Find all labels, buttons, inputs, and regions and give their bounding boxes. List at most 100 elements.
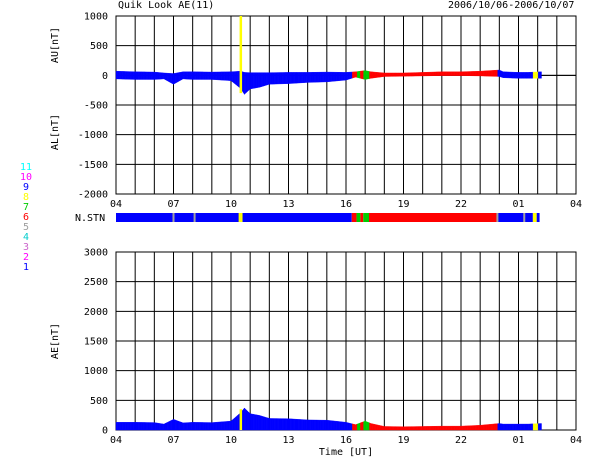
ae-area	[229, 420, 232, 431]
au-al-band	[328, 71, 331, 82]
ae-area	[344, 421, 347, 431]
au-al-band	[510, 71, 513, 79]
au-al-band	[393, 72, 396, 77]
au-al-band	[356, 71, 359, 79]
station-segment	[351, 213, 357, 222]
ae-area	[465, 425, 468, 431]
station-marker	[193, 213, 196, 222]
ae-area	[130, 422, 133, 431]
au-al-band	[395, 72, 398, 77]
ae-area	[393, 426, 396, 431]
ae-area	[467, 425, 470, 431]
au-al-band	[307, 72, 310, 83]
au-al-band	[176, 72, 179, 83]
au-al-band	[333, 71, 336, 82]
au-al-band	[213, 71, 216, 80]
ae-area	[200, 422, 203, 431]
au-al-band	[210, 71, 213, 80]
au-al-band	[261, 72, 264, 87]
ae-area	[155, 422, 158, 431]
au-al-band	[417, 72, 420, 77]
au-al-band	[523, 72, 526, 79]
ae-area	[526, 423, 529, 431]
au-al-band	[440, 71, 443, 76]
au-al-band	[369, 71, 372, 79]
legend-item: 8	[22, 192, 30, 203]
y-tick-label: 1000	[84, 12, 108, 23]
au-al-band	[259, 72, 262, 88]
ae-area	[170, 419, 173, 431]
au-al-band	[353, 71, 356, 78]
station-marker	[523, 213, 526, 222]
y-tick-label: 1500	[84, 337, 108, 348]
ae-area	[257, 414, 260, 431]
au-al-band	[190, 71, 193, 80]
au-al-band	[318, 71, 321, 83]
ae-area	[372, 423, 375, 431]
au-al-band	[506, 71, 508, 79]
legend-item: 1	[22, 262, 30, 273]
au-al-band	[233, 71, 236, 85]
au-al-band	[486, 70, 489, 77]
legend-item: 11	[19, 162, 33, 173]
ae-area	[218, 421, 221, 431]
ae-area	[457, 425, 460, 431]
au-al-band	[441, 71, 444, 76]
au-al-band	[208, 71, 211, 80]
au-al-band	[128, 71, 131, 80]
au-al-band	[275, 72, 278, 85]
au-al-band	[404, 72, 407, 77]
ae-area	[501, 423, 504, 431]
au-al-band	[122, 71, 125, 80]
au-al-band	[416, 72, 419, 77]
legend-item: 4	[22, 232, 30, 243]
au-al-band	[345, 72, 348, 81]
ae-area	[339, 421, 342, 431]
ae-area	[395, 426, 398, 431]
ae-area	[291, 418, 294, 431]
ae-area	[436, 425, 439, 431]
station-marker	[240, 213, 243, 222]
ae-area	[233, 416, 236, 431]
ae-area	[118, 422, 121, 431]
station-segment	[497, 213, 533, 222]
ae-area	[388, 426, 391, 431]
au-al-band	[139, 71, 142, 80]
au-al-band	[433, 71, 436, 76]
ae-area	[264, 416, 267, 431]
x-tick-label: 07	[167, 199, 179, 210]
ae-area	[168, 420, 171, 431]
au-al-band	[120, 71, 123, 80]
ae-area	[120, 422, 123, 431]
ae-area	[237, 413, 240, 431]
ae-area	[400, 426, 403, 431]
ae-area	[288, 418, 291, 431]
ae-area	[329, 420, 332, 431]
au-al-band	[326, 71, 329, 83]
au-al-band	[492, 70, 495, 77]
ae-area	[475, 425, 478, 431]
ae-area	[492, 423, 495, 431]
ae-area	[521, 423, 524, 431]
ae-area	[208, 422, 211, 431]
au-al-band	[400, 72, 403, 77]
ae-area	[345, 422, 348, 431]
x-tick-label: 16	[340, 199, 352, 210]
ae-area	[262, 416, 265, 431]
ae-area	[302, 419, 305, 431]
au-al-band	[299, 72, 302, 84]
ae-area	[499, 423, 502, 431]
ae-area	[149, 422, 152, 431]
au-al-band	[427, 71, 430, 77]
ae-area	[494, 423, 497, 431]
au-al-band	[305, 72, 308, 83]
ae-area	[460, 425, 463, 431]
au-al-band	[494, 69, 497, 77]
au-al-band	[226, 71, 229, 81]
au-al-band	[197, 71, 200, 80]
ae-area	[342, 421, 345, 431]
ae-area	[382, 425, 385, 431]
au-al-band	[484, 70, 487, 77]
au-al-band	[531, 71, 534, 79]
au-al-band	[444, 71, 447, 76]
